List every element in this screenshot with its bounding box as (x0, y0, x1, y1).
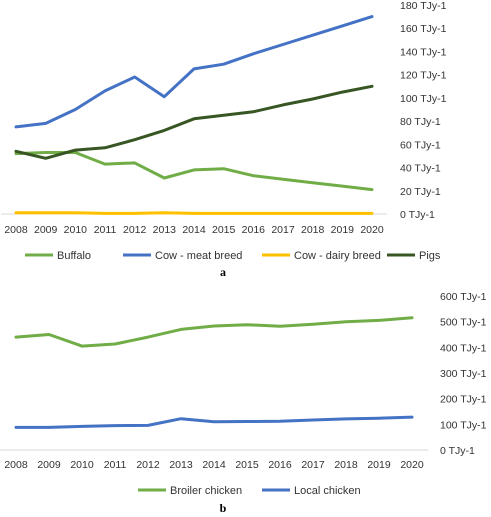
x-tick-label: 2017 (301, 459, 325, 471)
x-tick-label: 2012 (123, 224, 147, 236)
legend-item: Pigs (387, 250, 441, 262)
y-tick-label: 0 TJy-1 (400, 209, 435, 221)
legend-label: Cow - meat breed (155, 250, 242, 262)
chart-a: 0 TJy-1 20 TJy-1 40 TJy-1 60 TJy-1 80 TJy-1 1… (1, 0, 447, 279)
x-tick-label: 2020 (360, 224, 384, 236)
x-tick-label: 2012 (136, 459, 160, 471)
legend-item: Broiler chicken (138, 485, 242, 497)
y-tick-label: 40 TJy-1 (400, 163, 441, 175)
legend-item: Local chicken (262, 485, 361, 497)
legend-item: Cow - dairy breed (262, 250, 381, 262)
x-tick-label: 2011 (94, 224, 117, 236)
y-tick-label: 100 TJy-1 (400, 93, 447, 105)
x-tick-label: 2019 (331, 224, 355, 236)
y-tick-label: 20 TJy-1 (400, 186, 441, 198)
series-line-local-chicken (14, 415, 414, 429)
y-tick-label: 200 TJy-1 (440, 394, 487, 406)
y-tick-label: 600 TJy-1 (440, 291, 487, 303)
y-tick-label: 140 TJy-1 (400, 46, 447, 58)
y-tick-label: 300 TJy-1 (440, 368, 487, 380)
legend-label: Pigs (419, 250, 441, 262)
series-line-pigs (14, 84, 374, 160)
x-tick-label: 2013 (153, 224, 177, 236)
legend-label: Broiler chicken (170, 485, 242, 497)
x-tick-label: 2018 (301, 224, 325, 236)
panel-label: b (220, 501, 227, 515)
x-tick-label: 2013 (169, 459, 193, 471)
x-tick-label: 2015 (212, 224, 236, 236)
x-tick-label: 2010 (70, 459, 94, 471)
series-line-buffalo (14, 151, 374, 192)
x-tick-label: 2009 (37, 459, 61, 471)
y-tick-label: 80 TJy-1 (400, 116, 441, 128)
x-tick-label: 2018 (334, 459, 358, 471)
legend-label: Buffalo (57, 250, 91, 262)
legend-item: Cow - meat breed (123, 250, 242, 262)
chart-b: 0 TJy-1 100 TJy-1 200 TJy-1 300 TJy-1 400 TJ… (0, 291, 487, 515)
series-line-cow-meat-breed (14, 15, 374, 129)
y-tick-label: 60 TJy-1 (400, 139, 441, 151)
x-tick-label: 2014 (202, 459, 226, 471)
x-tick-label: 2016 (242, 224, 266, 236)
y-tick-label: 120 TJy-1 (400, 70, 447, 82)
x-tick-label: 2011 (104, 459, 127, 471)
y-tick-label: 500 TJy-1 (440, 317, 487, 329)
x-tick-label: 2014 (182, 224, 206, 236)
x-tick-label: 2019 (367, 459, 391, 471)
y-tick-label: 0 TJy-1 (440, 445, 475, 457)
series-line-cow-dairy-breed (14, 211, 374, 215)
legend-item: Buffalo (25, 250, 91, 262)
legend-label: Local chicken (294, 485, 361, 497)
y-tick-label: 160 TJy-1 (400, 23, 447, 35)
y-tick-label: 400 TJy-1 (440, 342, 487, 354)
legend-label: Cow - dairy breed (294, 250, 381, 262)
x-tick-label: 2009 (34, 224, 58, 236)
x-tick-label: 2010 (64, 224, 88, 236)
x-tick-label: 2008 (4, 459, 28, 471)
x-tick-label: 2017 (271, 224, 295, 236)
x-tick-label: 2015 (235, 459, 259, 471)
y-tick-label: 180 TJy-1 (400, 0, 447, 12)
panel-label: a (220, 265, 226, 279)
series-line-broiler-chicken (14, 316, 414, 348)
x-tick-label: 2008 (4, 224, 28, 236)
x-tick-label: 2020 (400, 459, 424, 471)
y-tick-label: 100 TJy-1 (440, 419, 487, 431)
x-tick-label: 2016 (268, 459, 292, 471)
